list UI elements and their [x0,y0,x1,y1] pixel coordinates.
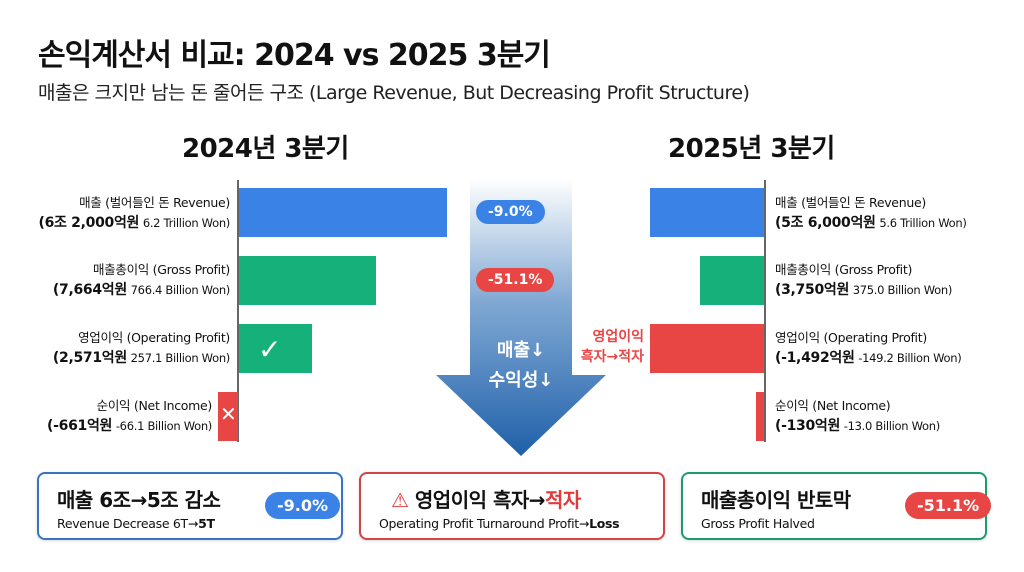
right-label-operating: 영업이익 (Operating Profit) (-1,492억원 -149.2 … [775,328,962,368]
value-en: 5.6 Trillion Won) [879,216,967,230]
label-text: 매출총이익 (Gross Profit) [92,262,230,277]
card-sub: Operating Profit Turnaround Profit→Loss [379,516,620,531]
card-revenue: 매출 6조→5조 감소 Revenue Decrease 6T→5T -9.0% [37,472,343,540]
card-sub-bold: 5T [198,516,215,531]
2024-bar-revenue [239,188,447,237]
card-title-b: 적자 [545,488,581,512]
value-text: (-130억원 [775,418,841,434]
card-gross: 매출총이익 반토막 Gross Profit Halved -51.1% [681,472,992,540]
value-text: (3,750억원 [775,282,850,298]
card-title: ⚠ 영업이익 흑자→적자 [391,484,581,513]
value-text: (7,664억원 [52,282,127,298]
label-text: 영업이익 (Operating Profit) [78,330,230,345]
value-text: (-1,492억원 [775,350,855,366]
label-text: 순이익 (Net Income) [96,398,213,413]
value-text: (5조 6,000억원 [775,215,876,231]
left-label-gross: 매출총이익 (Gross Profit) (7,664억원 766.4 Billi… [53,260,230,300]
x-icon: ✕ [220,402,237,426]
arrow-text: 매출↓ 수익성↓ [470,336,572,396]
value-en: -66.1 Billion Won) [115,419,212,433]
2024-bar-operating [239,324,312,373]
check-icon: ✓ [258,333,282,366]
card-sub-text: Revenue Decrease 6T→ [57,516,199,531]
left-axis [237,180,239,442]
card-sub: Revenue Decrease 6T→5T [57,516,215,531]
card-sub-text: Operating Profit Turnaround Profit→ [379,516,590,531]
down-arrow-icon [436,178,606,456]
left-label-net: 순이익 (Net Income) (-661억원 -66.1 Billion Wo… [47,396,212,436]
2024-bar-net [218,392,238,441]
right-label-revenue: 매출 (벌어들인 돈 Revenue) (5조 6,000억원 5.6 Trill… [775,193,967,233]
card-title: 매출 6조→5조 감소 [57,488,221,512]
label-text: 매출 (벌어들인 돈 Revenue) [775,195,926,210]
card-badge: -51.1% [905,492,992,519]
2025-bar-operating [650,324,764,373]
annotation-line-1: 영업이익 [592,329,644,345]
value-en: 766.4 Billion Won) [130,283,231,297]
value-en: -149.2 Billion Won) [858,351,962,365]
warning-icon: ⚠ [391,488,409,512]
card-sub: Gross Profit Halved [701,516,815,531]
card-operating: ⚠ 영업이익 흑자→적자 Operating Profit Turnaround… [359,472,665,540]
value-en: -13.0 Billion Won) [843,419,940,433]
value-text: (-661억원 [47,418,113,434]
2025-bar-gross [700,256,764,305]
left-label-revenue: 매출 (벌어들인 돈 Revenue) (6조 2,000억원 6.2 Trill… [38,193,230,233]
card-sub-bold: Loss [589,516,620,531]
value-en: 257.1 Billion Won) [130,351,231,365]
left-label-operating: 영업이익 (Operating Profit) (2,571억원 257.1 Bi… [53,328,230,368]
right-axis [764,180,766,442]
2025-bar-revenue [650,188,764,237]
right-heading: 2025년 3분기 [668,134,835,164]
gross-change-pill: -51.1% [476,268,555,292]
label-text: 매출총이익 (Gross Profit) [775,262,913,277]
right-label-gross: 매출총이익 (Gross Profit) (3,750억원 375.0 Billi… [775,260,952,300]
2025-bar-net [756,392,764,441]
left-heading: 2024년 3분기 [182,134,349,164]
value-en: 6.2 Trillion Won) [142,216,230,230]
card-badge: -9.0% [265,492,341,519]
card-title: 매출총이익 반토막 [701,488,851,512]
page-title: 손익계산서 비교: 2024 vs 2025 3분기 [38,38,551,73]
page-subtitle: 매출은 크지만 남는 돈 줄어든 구조 (Large Revenue, But … [38,82,750,104]
value-en: 375.0 Billion Won) [852,283,953,297]
arrow-line-2: 수익성↓ [488,370,554,391]
label-text: 매출 (벌어들인 돈 Revenue) [79,195,230,210]
value-text: (2,571억원 [52,350,127,366]
revenue-change-pill: -9.0% [476,200,545,224]
label-text: 순이익 (Net Income) [775,398,891,413]
label-text: 영업이익 (Operating Profit) [775,330,927,345]
2024-bar-gross [239,256,376,305]
value-text: (6조 2,000억원 [38,215,140,231]
arrow-line-1: 매출↓ [496,340,546,361]
annotation-line-2: 흑자→적자 [580,349,644,365]
right-label-net: 순이익 (Net Income) (-130억원 -13.0 Billion Wo… [775,396,940,436]
card-title-a: 영업이익 흑자→ [414,488,546,512]
